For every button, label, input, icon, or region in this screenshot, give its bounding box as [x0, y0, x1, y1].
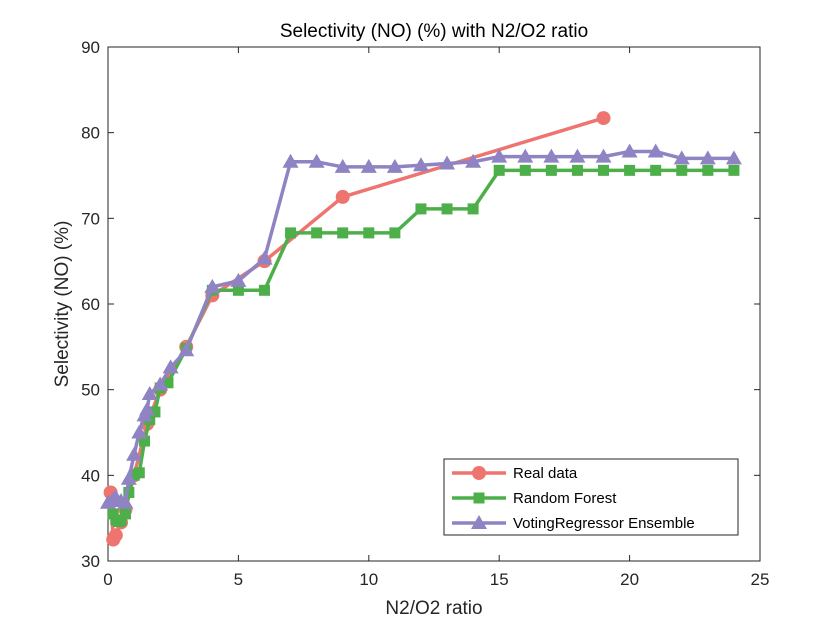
data-point-circle [108, 528, 123, 543]
data-point-triangle [162, 359, 179, 374]
data-point-triangle [256, 250, 273, 265]
data-point-square [363, 227, 375, 239]
data-point-square [676, 164, 688, 176]
x-tick-label: 10 [359, 570, 378, 589]
series-layer [100, 111, 742, 547]
data-point-triangle [141, 385, 158, 400]
chart-title: Selectivity (NO) (%) with N2/O2 ratio [280, 21, 588, 42]
data-point-triangle [126, 446, 143, 461]
legend: Real data Random Forest VotingRegressor En… [443, 458, 739, 536]
data-point-triangle [120, 470, 137, 485]
data-point-triangle [152, 376, 169, 391]
legend-entry-label: Real data [513, 465, 578, 482]
data-point-square [467, 203, 479, 215]
x-tick-label: 20 [620, 570, 639, 589]
data-point-triangle [282, 153, 299, 168]
data-point-triangle [386, 158, 403, 173]
data-point-triangle [334, 158, 351, 173]
data-point-triangle [204, 278, 221, 293]
x-axis: 0 5 10 15 20 25 [103, 47, 769, 589]
data-point-square [624, 164, 636, 176]
data-point-triangle [673, 150, 690, 165]
data-point-triangle [595, 148, 612, 163]
x-tick-label: 5 [234, 570, 243, 589]
data-point-triangle [131, 424, 148, 439]
data-point-triangle [725, 150, 742, 165]
y-axis-label: Selectivity (NO) (%) [52, 221, 73, 388]
data-point-square [149, 406, 161, 418]
data-point-square [133, 467, 145, 479]
x-tick-label: 15 [490, 570, 509, 589]
data-point-circle [335, 189, 350, 204]
data-point-square [232, 284, 244, 296]
legend-marker [472, 466, 486, 480]
data-point-square [123, 486, 135, 498]
x-tick-label: 25 [751, 570, 770, 589]
data-point-triangle [412, 157, 429, 172]
data-point-triangle [621, 143, 638, 158]
data-point-triangle [139, 401, 156, 416]
data-point-triangle [517, 148, 534, 163]
data-point-square [598, 164, 610, 176]
data-point-square [119, 508, 131, 520]
data-point-triangle [491, 148, 508, 163]
data-point-square [728, 164, 740, 176]
data-point-square [311, 227, 323, 239]
legend-entry-label: VotingRegressor Ensemble [513, 515, 695, 532]
data-point-triangle [308, 153, 325, 168]
y-axis: 30 40 50 60 70 80 90 [81, 38, 760, 571]
data-point-square [115, 515, 127, 527]
data-point-square [415, 203, 427, 215]
data-point-triangle [543, 148, 560, 163]
data-point-triangle [647, 143, 664, 158]
y-tick-label: 30 [81, 552, 100, 571]
data-point-triangle [439, 155, 456, 170]
legend-entry-label: Random Forest [513, 490, 617, 507]
data-point-triangle [230, 272, 247, 287]
data-point-square [545, 164, 557, 176]
data-point-square [493, 164, 505, 176]
series-triangle [100, 143, 742, 509]
data-point-circle [596, 111, 611, 126]
data-point-square [441, 203, 453, 215]
x-axis-label: N2/O2 ratio [385, 598, 482, 619]
data-point-square [650, 164, 662, 176]
data-point-triangle [117, 494, 134, 509]
y-tick-label: 90 [81, 38, 100, 57]
data-point-square [571, 164, 583, 176]
data-point-triangle [360, 158, 377, 173]
legend-marker [471, 515, 487, 529]
data-point-square [337, 227, 349, 239]
x-tick-label: 0 [103, 570, 112, 589]
data-point-triangle [465, 153, 482, 168]
data-point-triangle [178, 342, 195, 357]
data-point-square [162, 377, 174, 389]
y-tick-label: 70 [81, 209, 100, 228]
data-point-square [519, 164, 531, 176]
y-tick-label: 60 [81, 295, 100, 314]
data-point-square [139, 435, 151, 447]
data-point-square [107, 508, 119, 520]
legend-marker [473, 492, 485, 504]
data-point-triangle [569, 148, 586, 163]
y-tick-label: 50 [81, 381, 100, 400]
data-point-square [702, 164, 714, 176]
data-point-square [389, 227, 401, 239]
data-point-square [285, 227, 297, 239]
data-point-square [258, 284, 270, 296]
y-tick-label: 80 [81, 124, 100, 143]
y-tick-label: 40 [81, 466, 100, 485]
data-point-triangle [699, 150, 716, 165]
